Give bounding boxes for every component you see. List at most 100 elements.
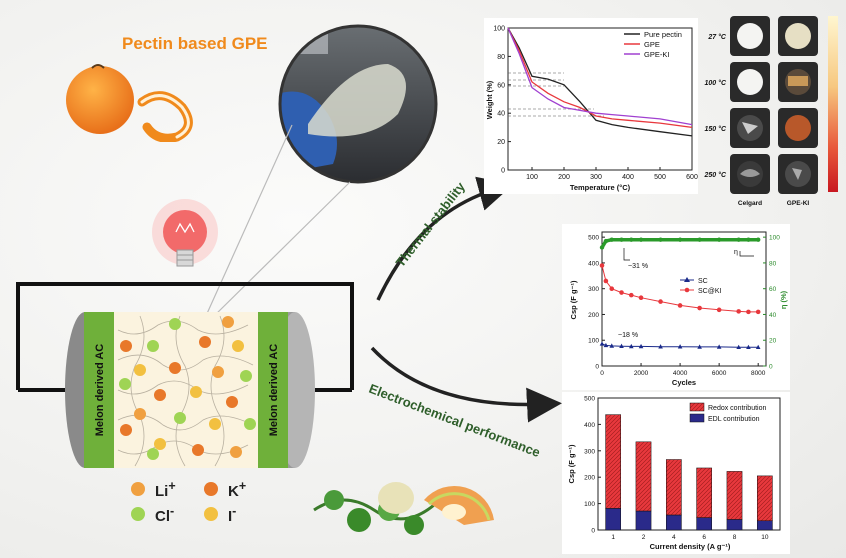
ion-particles: [119, 316, 256, 460]
cyc-point-efficiency: [599, 245, 605, 250]
cyc-point-sc: [755, 344, 761, 349]
cyc-point-efficiency: [755, 237, 761, 242]
tga-xtick-label: 500: [654, 174, 666, 181]
rate-xtick-label: 1: [611, 534, 615, 541]
rate-ytick-label: 200: [584, 475, 595, 482]
rate-bar-edl: [666, 514, 682, 531]
tga-xlabel: Temperature (°C): [570, 183, 631, 192]
tga-series-pure-pectin: [507, 27, 693, 137]
cyc-point-efficiency: [603, 238, 609, 244]
rate-ytick-label: 300: [584, 448, 595, 455]
cyc-xtick-label: 2000: [634, 370, 649, 377]
rate-xtick-label: 10: [761, 534, 769, 541]
ion-k-label: K+: [228, 479, 247, 500]
cyc-xtick-label: 6000: [712, 370, 727, 377]
electrode-right-label: Melon derived AC: [268, 344, 280, 437]
rate-bar-redox: [635, 441, 652, 512]
label-celgard: Celgard: [738, 200, 762, 207]
rate-ylabel: Csp (F g⁻¹): [567, 444, 576, 483]
temp-label: 27 °C: [707, 33, 727, 41]
cyc-point-scki: [755, 309, 761, 315]
cyc-point-scki: [603, 278, 609, 284]
rate-legend-edl: EDL contribution: [708, 416, 760, 423]
tga-guides: [508, 72, 604, 117]
rate-ytick-label: 0: [591, 528, 595, 535]
cyc-point-sc: [603, 342, 609, 348]
cyc-xtick-label: 4000: [673, 370, 688, 377]
cyc-point-sc: [609, 343, 615, 348]
electrode-left-label: Melon derived AC: [94, 344, 106, 437]
temperature-gradient-bar: [828, 16, 838, 192]
cyc-legend: SC SC@KI: [680, 277, 721, 295]
cyc-ytick-label: 400: [588, 260, 599, 267]
cyc-point-scki: [697, 305, 702, 311]
temp-label: 100 °C: [705, 79, 727, 87]
cyc-point-sc: [736, 344, 741, 349]
tga-ylabel: Weight (%): [485, 80, 494, 119]
electrode-right: [258, 312, 288, 468]
cyc-point-scki: [638, 295, 644, 301]
arrow-thermal: [376, 176, 514, 301]
cyc-ytick-label: 500: [588, 235, 599, 242]
cyc-y2tick-label: 60: [769, 286, 777, 293]
orange-fruit: [66, 66, 134, 134]
rate-bar-redox: [605, 414, 621, 509]
tga-xtick-label: 600: [686, 174, 698, 181]
rate-xtick-label: 6: [702, 534, 706, 541]
cyc-point-sc: [638, 343, 644, 349]
ion-li-swatch: [131, 482, 145, 496]
cyc-y2tick-label: 0: [769, 364, 773, 371]
rate-bar-edl: [726, 519, 743, 531]
cyc-point-scki: [599, 263, 605, 268]
tga-legend-gpe: GPE: [644, 40, 660, 49]
temp-label: 150 °C: [705, 125, 727, 133]
tga-legend-pure: Pure pectin: [644, 30, 682, 39]
tga-xtick-label: 200: [558, 174, 570, 181]
ion-k-swatch: [204, 482, 218, 496]
rate-bar-redox: [726, 471, 743, 520]
cyc-point-efficiency: [619, 237, 624, 242]
rate-bar-redox: [757, 475, 773, 522]
tga-legend-gpeki: GPE-KI: [644, 50, 669, 59]
cyc-eta-label: η: [734, 249, 738, 256]
cyc-point-efficiency: [677, 237, 683, 242]
cyc-annot-top: ~31 %: [628, 263, 648, 270]
cyc-ylabel: Csp (F g⁻¹): [569, 280, 578, 319]
cyc-annot-bottom: ~18 %: [618, 332, 638, 339]
tga-frame: [507, 27, 693, 171]
cyc-point-efficiency: [716, 237, 722, 242]
rate-xtick-label: 4: [672, 534, 676, 541]
cyc-point-scki: [677, 303, 683, 308]
cyc-point-efficiency: [609, 237, 614, 242]
tga-ytick-label: 40: [497, 111, 505, 118]
ion-i-label: I-: [228, 504, 237, 525]
cyc-y2tick-label: 20: [769, 338, 777, 345]
gel-membrane: [308, 64, 406, 137]
bulb-icon: [152, 199, 218, 267]
cycling-chart: 0 2000 4000 6000 800001002003004005000204060…: [562, 224, 790, 390]
cyc-y2label: η (%): [779, 290, 788, 309]
cyc-point-sc: [677, 344, 683, 349]
cyc-point-efficiency: [736, 237, 741, 242]
cyc-point-sc: [619, 343, 624, 348]
rate-bar-edl: [757, 520, 773, 531]
cyc-ytick-label: 100: [588, 338, 599, 345]
cyc-point-efficiency: [746, 237, 751, 242]
tga-xtick-label: 300: [590, 174, 602, 181]
ion-cl-swatch: [131, 507, 145, 521]
rate-legend: Redox contribution EDL contribution: [689, 402, 766, 423]
rate-ytick-label: 500: [584, 396, 595, 403]
melon-illustration: [313, 482, 494, 535]
tga-ytick-label: 100: [493, 26, 505, 33]
cyc-xtick-label: 0: [600, 370, 604, 377]
rate-bar-edl: [605, 508, 621, 531]
ion-cl-label: Cl-: [155, 504, 175, 525]
cyc-ytick-label: 0: [595, 364, 599, 371]
cyc-point-sc: [628, 343, 634, 349]
gpe-photo: [278, 24, 438, 184]
orange-illustration: [66, 64, 193, 142]
cyc-point-scki: [628, 292, 634, 298]
electrode-left: [84, 312, 114, 468]
tga-ytick-label: 80: [497, 54, 505, 61]
